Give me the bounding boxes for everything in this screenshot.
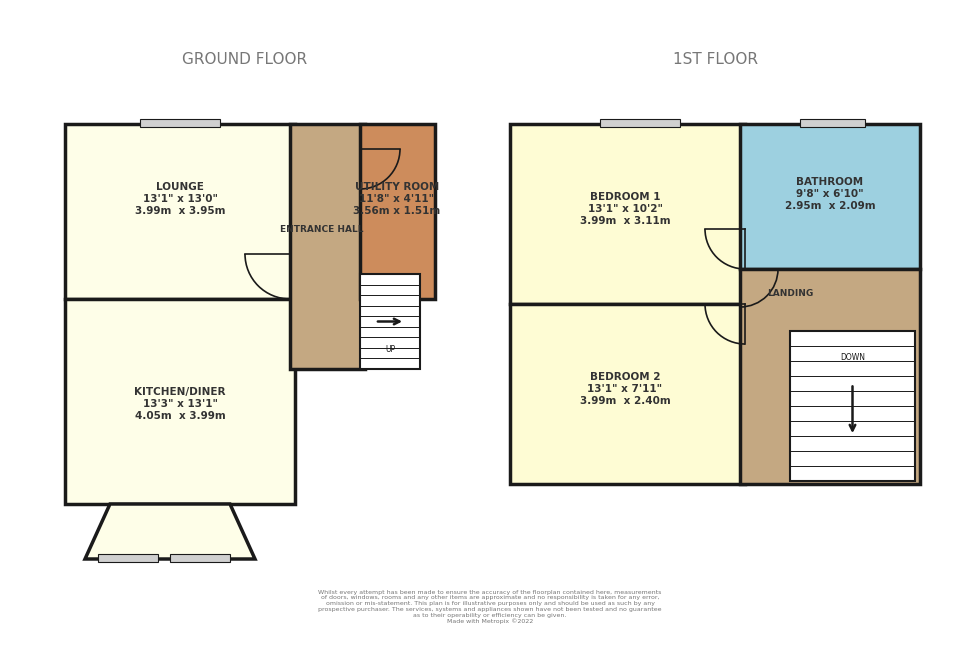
Bar <box>510 304 745 484</box>
Bar <box>65 124 295 299</box>
Bar <box>600 119 680 127</box>
Text: DOWN: DOWN <box>840 353 865 362</box>
Text: 1ST FLOOR: 1ST FLOOR <box>672 51 758 67</box>
Text: BEDROOM 2
13'1" x 7'11"
3.99m  x 2.40m: BEDROOM 2 13'1" x 7'11" 3.99m x 2.40m <box>579 372 670 405</box>
Text: BATHROOM
9'8" x 6'10"
2.95m  x 2.09m: BATHROOM 9'8" x 6'10" 2.95m x 2.09m <box>785 177 875 211</box>
Text: BEDROOM 1
13'1" x 10'2"
3.99m  x 3.11m: BEDROOM 1 13'1" x 10'2" 3.99m x 3.11m <box>580 192 670 225</box>
Text: LOUNGE
13'1" x 13'0"
3.99m  x 3.95m: LOUNGE 13'1" x 13'0" 3.99m x 3.95m <box>135 183 225 215</box>
Text: UTILITY ROOM
11'8" x 4'11"
3.56m x 1.51m: UTILITY ROOM 11'8" x 4'11" 3.56m x 1.51m <box>354 183 441 215</box>
Bar <box>790 331 915 481</box>
Text: LANDING: LANDING <box>767 289 813 299</box>
Text: GROUND FLOOR: GROUND FLOOR <box>182 51 308 67</box>
Bar <box>740 269 920 484</box>
Bar <box>140 119 220 127</box>
Bar <box>98 554 158 562</box>
Bar <box>360 124 435 299</box>
Text: UP: UP <box>385 345 395 355</box>
Bar <box>170 554 230 562</box>
Text: ENTRANCE HALL: ENTRANCE HALL <box>280 225 364 233</box>
Polygon shape <box>85 504 255 559</box>
Bar <box>360 274 420 369</box>
Text: KITCHEN/DINER
13'3" x 13'1"
4.05m  x 3.99m: KITCHEN/DINER 13'3" x 13'1" 4.05m x 3.99… <box>134 387 225 420</box>
Text: Whilst every attempt has been made to ensure the accuracy of the floorplan conta: Whilst every attempt has been made to en… <box>318 590 662 624</box>
Bar <box>290 124 365 369</box>
Bar <box>510 124 745 304</box>
Bar <box>800 119 865 127</box>
Bar <box>65 299 295 504</box>
Bar <box>740 124 920 269</box>
